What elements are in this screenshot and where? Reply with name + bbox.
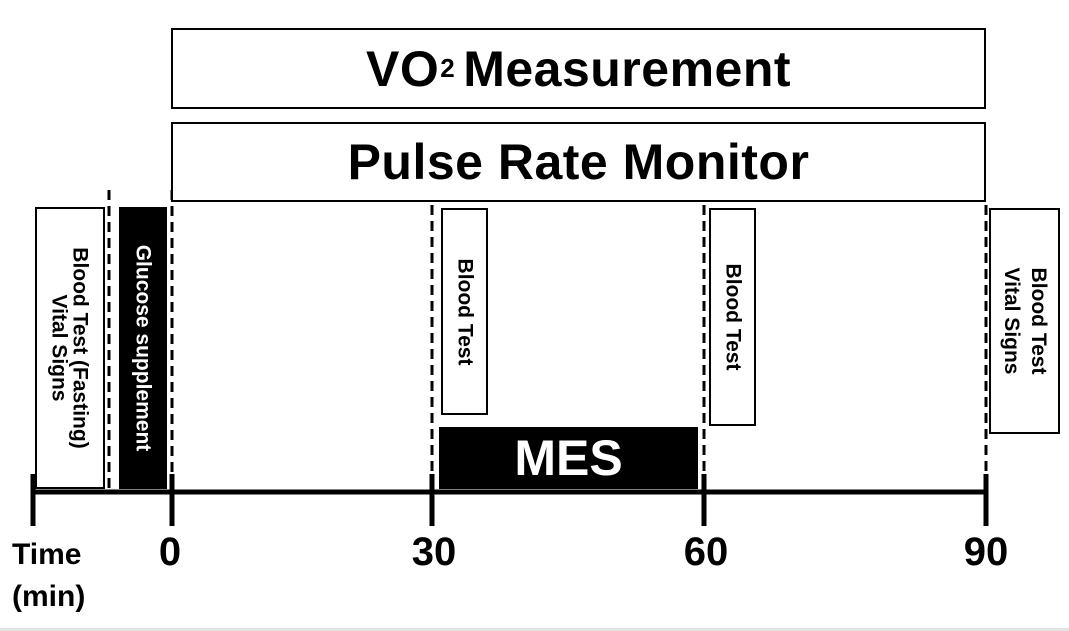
vo2-suffix: Measurement (463, 40, 792, 97)
vo2-measurement-band: VO 2 Measurement (171, 28, 986, 109)
tick-label-60: 60 (683, 530, 729, 574)
blood-test-60-box: Blood Test (709, 208, 756, 426)
time-axis-title-line2: (min) (12, 580, 86, 613)
pulse-rate-monitor-band: Pulse Rate Monitor (171, 122, 986, 202)
blood-test-30-box: Blood Test (441, 208, 488, 415)
tick-label-30: 30 (411, 530, 457, 574)
blood-test-30-label: Blood Test (453, 258, 476, 365)
vo2-measurement-label: VO 2 Measurement (173, 30, 984, 107)
bottom-border-strip (0, 628, 1069, 631)
vital-signs-pre-box: Vital Signs (35, 207, 105, 489)
vo2-subscript: 2 (440, 53, 456, 83)
tick-label-90: 90 (963, 530, 1009, 574)
glucose-supplement-box: Glucose supplement (119, 207, 167, 489)
glucose-supplement-label: Glucose supplement (131, 244, 155, 452)
blood-test-60-label: Blood Test (721, 263, 744, 371)
time-axis-title-line1: Time (12, 538, 82, 571)
mes-label: MES (514, 430, 623, 486)
tick-label-0: 0 (158, 530, 182, 574)
blood-test-vital-signs-90-label: Blood Test Vital Signs (999, 267, 1050, 375)
time-axis-title: Time (min) (12, 534, 85, 618)
pulse-rate-monitor-label: Pulse Rate Monitor (347, 134, 810, 190)
vo2-prefix: VO (365, 40, 440, 97)
blood-test-vital-signs-90-box: Blood Test Vital Signs (989, 208, 1060, 434)
blood-test-fasting-label: Blood Test (Fasting) (68, 247, 92, 449)
mes-block: MES (439, 427, 698, 489)
